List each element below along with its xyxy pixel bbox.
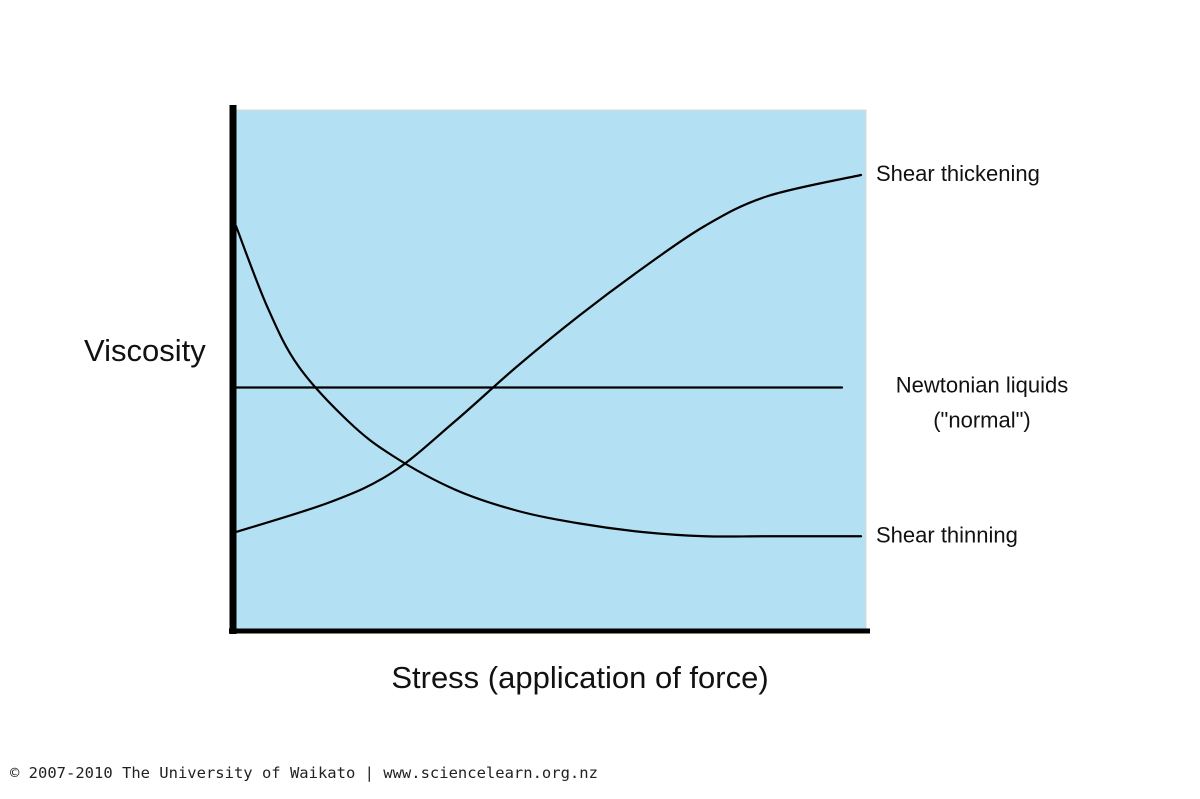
plot-area: [235, 109, 867, 631]
series-line-shear-thickening: [234, 173, 863, 534]
y-axis-label: Viscosity: [84, 333, 206, 368]
series-labels: Shear thickening Newtonian liquids ("norma…: [876, 161, 1068, 547]
series-label-newtonian-note: ("normal"): [933, 408, 1031, 433]
series-layer: [234, 173, 863, 538]
copyright-text: © 2007-2010 The University of Waikato | …: [10, 764, 598, 782]
series-line-shear-thinning: [234, 224, 863, 538]
series-label-shear-thinning: Shear thinning: [876, 522, 1018, 547]
series-label-shear-thickening: Shear thickening: [876, 161, 1040, 186]
series-label-newtonian-liquids: Newtonian liquids: [896, 373, 1068, 398]
x-axis-label: Stress (application of force): [391, 660, 768, 695]
